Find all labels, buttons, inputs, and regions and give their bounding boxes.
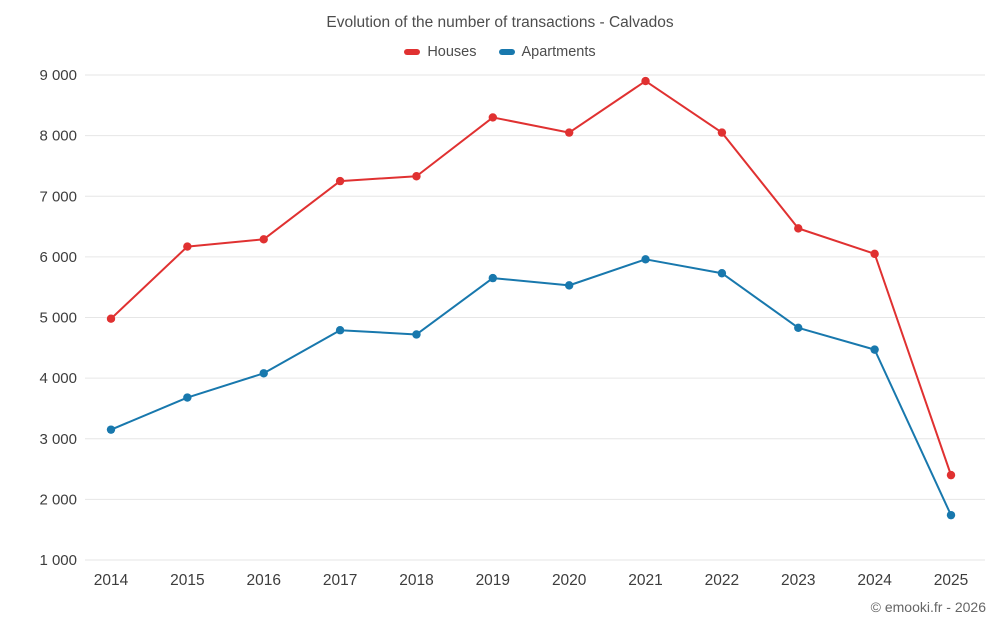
- x-tick-label-2018: 2018: [399, 572, 433, 589]
- series-point-houses-2021[interactable]: [641, 76, 650, 86]
- legend-item-houses[interactable]: Houses: [404, 44, 477, 60]
- y-tick-label-5000: 5 000: [39, 310, 77, 327]
- series-point-houses-2017[interactable]: [335, 176, 345, 186]
- series-point-apartments-2016[interactable]: [259, 369, 268, 378]
- x-tick-label-2017: 2017: [323, 572, 357, 589]
- series-point-houses-2014[interactable]: [106, 314, 116, 323]
- series-line-apartments: [110, 258, 952, 517]
- series-point-houses-2020[interactable]: [564, 128, 574, 137]
- y-tick-label-1000: 1 000: [39, 552, 77, 569]
- chart-title: Evolution of the number of transactions …: [326, 14, 674, 31]
- series-line-houses: [110, 80, 952, 477]
- series-point-houses-2024[interactable]: [870, 249, 879, 259]
- x-tick-label-2025: 2025: [934, 572, 968, 589]
- series-point-houses-2025[interactable]: [946, 470, 956, 480]
- series-point-apartments-2014[interactable]: [106, 425, 116, 434]
- legend-swatch-houses: [404, 49, 421, 55]
- series-point-apartments-2019[interactable]: [488, 273, 498, 283]
- y-tick-label-9000: 9 000: [39, 67, 77, 84]
- series-point-apartments-2024[interactable]: [870, 345, 879, 354]
- x-tick-label-2014: 2014: [94, 572, 129, 589]
- legend-swatch-apartments: [498, 49, 515, 55]
- legend-label-apartments: Apartments: [521, 44, 596, 60]
- x-tick-label-2024: 2024: [857, 572, 892, 589]
- y-tick-label-2000: 2 000: [39, 491, 77, 508]
- x-tick-label-2015: 2015: [170, 572, 204, 589]
- series-point-apartments-2021[interactable]: [641, 255, 650, 264]
- x-tick-label-2020: 2020: [552, 572, 587, 589]
- legend-item-apartments[interactable]: Apartments: [498, 44, 596, 60]
- series-point-apartments-2023[interactable]: [794, 323, 803, 333]
- y-tick-label-4000: 4 000: [39, 370, 77, 387]
- series-point-houses-2018[interactable]: [412, 172, 421, 181]
- y-tick-label-7000: 7 000: [39, 188, 77, 205]
- series-point-apartments-2025[interactable]: [946, 510, 956, 520]
- x-tick-label-2016: 2016: [246, 572, 280, 589]
- series-point-houses-2016[interactable]: [259, 235, 268, 244]
- footer-credit: © emooki.fr - 2026: [870, 599, 986, 615]
- series-point-apartments-2018[interactable]: [412, 330, 421, 339]
- x-tick-label-2021: 2021: [628, 572, 662, 589]
- y-tick-label-3000: 3 000: [39, 431, 77, 448]
- series-point-houses-2022[interactable]: [717, 128, 727, 137]
- series-point-houses-2019[interactable]: [488, 113, 498, 122]
- series-point-apartments-2015[interactable]: [183, 393, 192, 402]
- chart-legend: Houses Apartments: [0, 44, 1000, 60]
- y-tick-label-8000: 8 000: [39, 128, 77, 145]
- series-point-apartments-2022[interactable]: [717, 269, 727, 278]
- x-tick-label-2022: 2022: [705, 572, 739, 589]
- x-tick-label-2023: 2023: [781, 572, 815, 589]
- series-point-apartments-2017[interactable]: [335, 326, 345, 335]
- series-point-houses-2015[interactable]: [183, 242, 192, 251]
- legend-label-houses: Houses: [427, 44, 477, 60]
- x-tick-label-2019: 2019: [476, 572, 510, 589]
- y-tick-label-6000: 6 000: [39, 249, 77, 266]
- series-point-apartments-2020[interactable]: [564, 281, 574, 290]
- series-point-houses-2023[interactable]: [794, 224, 803, 233]
